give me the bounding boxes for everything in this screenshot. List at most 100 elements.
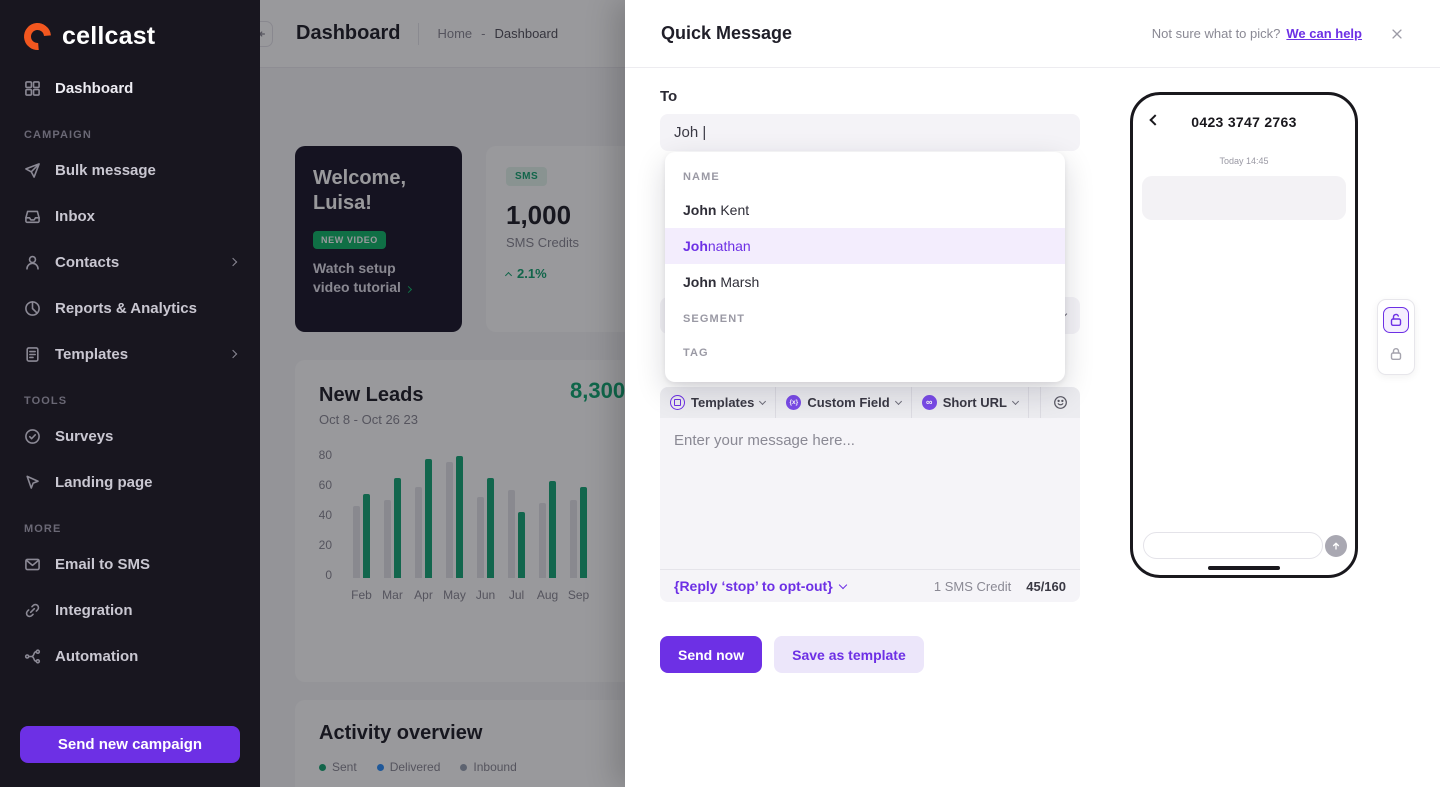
message-preview-bubble xyxy=(1142,176,1346,220)
message-meta: 1 SMS Credit 45/160 xyxy=(934,579,1066,594)
arrow-up-icon xyxy=(1332,542,1340,550)
lock-preview-button[interactable] xyxy=(1383,341,1409,367)
breadcrumb: Home - Dashboard xyxy=(437,26,558,41)
smiley-icon xyxy=(1054,396,1067,409)
save-as-template-button[interactable]: Save as template xyxy=(774,636,924,673)
dropdown-header-name: NAME xyxy=(683,171,720,183)
template-icon xyxy=(670,395,685,410)
optout-dropdown[interactable]: {Reply ‘stop’ to opt-out} xyxy=(674,578,847,594)
phone-send-button xyxy=(1325,535,1347,557)
leads-chart: Feb Mar Apr May Jun Jul Aug Sep xyxy=(341,453,589,602)
bar-current-Aug xyxy=(549,481,556,578)
sidebar-item-integration[interactable]: Integration xyxy=(0,587,260,633)
short-url-dropdown-button[interactable]: Short URL xyxy=(912,387,1029,418)
bar-current-Feb xyxy=(363,494,370,578)
emoji-picker-button[interactable] xyxy=(1040,387,1080,418)
sidebar-label: Reports & Analytics xyxy=(55,299,197,317)
breadcrumb-separator: - xyxy=(481,26,486,41)
activity-title: Activity overview xyxy=(319,722,483,744)
sidebar-label: Integration xyxy=(55,601,133,619)
page-title: Dashboard xyxy=(296,22,401,44)
leads-chart-wrap: 80 60 40 20 0 Feb Mar Apr May Jun Jul Aug Sep xyxy=(313,448,590,602)
breadcrumb-home[interactable]: Home xyxy=(437,26,473,41)
chevron-right-icon xyxy=(228,349,238,359)
custom-field-icon xyxy=(786,395,802,410)
dropdown-option-johnathan[interactable]: Johnathan xyxy=(665,228,1065,264)
watch-tutorial-link[interactable]: Watch setup video tutorial xyxy=(313,259,444,297)
dropdown-option-john-marsh[interactable]: John Marsh xyxy=(683,274,760,290)
bar-group-Feb: Feb xyxy=(351,494,372,602)
recipient-input[interactable] xyxy=(660,114,1080,151)
y-axis-tick: 0 xyxy=(325,568,332,582)
sidebar-item-inbox[interactable]: Inbox xyxy=(0,193,260,239)
sidebar-item-automation[interactable]: Automation xyxy=(0,633,260,679)
bar-current-Jun xyxy=(487,478,494,578)
we-can-help-link[interactable]: We can help xyxy=(1286,26,1362,41)
sidebar-item-reports[interactable]: Reports & Analytics xyxy=(0,285,260,331)
x-axis-tick: May xyxy=(443,588,466,602)
sms-badge: SMS xyxy=(506,167,548,186)
recipient-autocomplete-dropdown: NAME John Kent Johnathan John Marsh SEGM… xyxy=(665,152,1065,382)
phone-number: 0423 3747 2763 xyxy=(1191,114,1297,130)
home-indicator xyxy=(1208,566,1280,570)
x-axis-tick: Aug xyxy=(536,588,559,602)
grid-icon xyxy=(25,80,40,96)
activity-legend: Sent Delivered Inbound xyxy=(319,760,891,774)
automation-flow-icon xyxy=(24,648,41,664)
sidebar-section-more: MORE xyxy=(24,523,62,535)
dropdown-option-john-kent[interactable]: John Kent xyxy=(683,202,750,218)
send-now-button[interactable]: Send now xyxy=(660,636,763,673)
unlock-preview-button[interactable] xyxy=(1383,307,1409,334)
quick-message-drawer: Quick Message Not sure what to pick? We … xyxy=(625,0,1440,787)
lock-icon xyxy=(1390,347,1402,360)
legend-dot-inbound xyxy=(460,763,468,771)
sidebar-section-campaign: CAMPAIGN xyxy=(24,129,92,141)
bar-current-Sep xyxy=(580,487,587,578)
breadcrumb-current: Dashboard xyxy=(494,26,559,41)
welcome-title: Welcome, Luisa! xyxy=(313,167,406,214)
brand-logo[interactable]: cellcast xyxy=(0,0,260,65)
sidebar-item-email-to-sms[interactable]: Email to SMS xyxy=(0,541,260,587)
templates-dropdown-button[interactable]: Templates xyxy=(660,387,777,418)
close-icon[interactable] xyxy=(1390,27,1404,41)
sidebar-item-dashboard[interactable]: Dashboard xyxy=(0,65,260,111)
sidebar-item-landing-page[interactable]: Landing page xyxy=(0,459,260,505)
y-axis-tick: 80 xyxy=(318,448,332,462)
drawer-header: Quick Message Not sure what to pick? We … xyxy=(625,0,1440,68)
y-axis-tick: 60 xyxy=(318,478,332,492)
short-url-icon xyxy=(921,395,937,410)
send-new-campaign-button[interactable]: Send new campaign xyxy=(20,726,240,763)
message-textarea[interactable] xyxy=(660,418,1080,569)
dropdown-header-tag: TAG xyxy=(683,347,709,359)
chevron-down-icon xyxy=(1011,397,1020,406)
survey-check-icon xyxy=(25,428,40,444)
x-axis-tick: Sep xyxy=(567,588,590,602)
sidebar-item-bulk-message[interactable]: Bulk message xyxy=(0,147,260,193)
phone-reply-input xyxy=(1143,532,1323,559)
sidebar-label: Templates xyxy=(55,345,129,363)
drawer-actions: Send now Save as template xyxy=(660,636,924,673)
bar-group-Mar: Mar xyxy=(382,478,403,602)
dropdown-header-segment: SEGMENT xyxy=(683,313,746,325)
back-chevron-icon xyxy=(1149,114,1161,126)
message-timestamp: Today 14:45 xyxy=(1219,156,1269,166)
custom-field-dropdown-button[interactable]: Custom Field xyxy=(776,387,912,418)
sidebar-label: Bulk message xyxy=(55,161,156,179)
new-video-badge: NEW VIDEO xyxy=(313,231,386,249)
cursor-icon xyxy=(26,475,39,489)
sidebar-item-contacts[interactable]: Contacts xyxy=(0,239,260,285)
message-compose: Templates Custom Field Short URL xyxy=(660,387,1080,602)
credits-label: SMS Credits xyxy=(506,235,579,250)
bar-previous-Mar xyxy=(384,500,391,578)
inbox-icon xyxy=(25,210,40,223)
x-axis-tick: Jun xyxy=(475,588,496,602)
character-count: 45/160 xyxy=(1026,578,1066,594)
chart-date-range: Oct 8 - Oct 26 23 xyxy=(319,412,418,427)
sidebar-item-surveys[interactable]: Surveys xyxy=(0,413,260,459)
compose-footer: {Reply ‘stop’ to opt-out} 1 SMS Credit 4… xyxy=(660,569,1080,602)
bar-group-Apr: Apr xyxy=(414,459,433,602)
phone-preview: 0423 3747 2763 Today 14:45 xyxy=(1130,92,1358,578)
bar-previous-Sep xyxy=(570,500,577,578)
sidebar-item-templates[interactable]: Templates xyxy=(0,331,260,377)
